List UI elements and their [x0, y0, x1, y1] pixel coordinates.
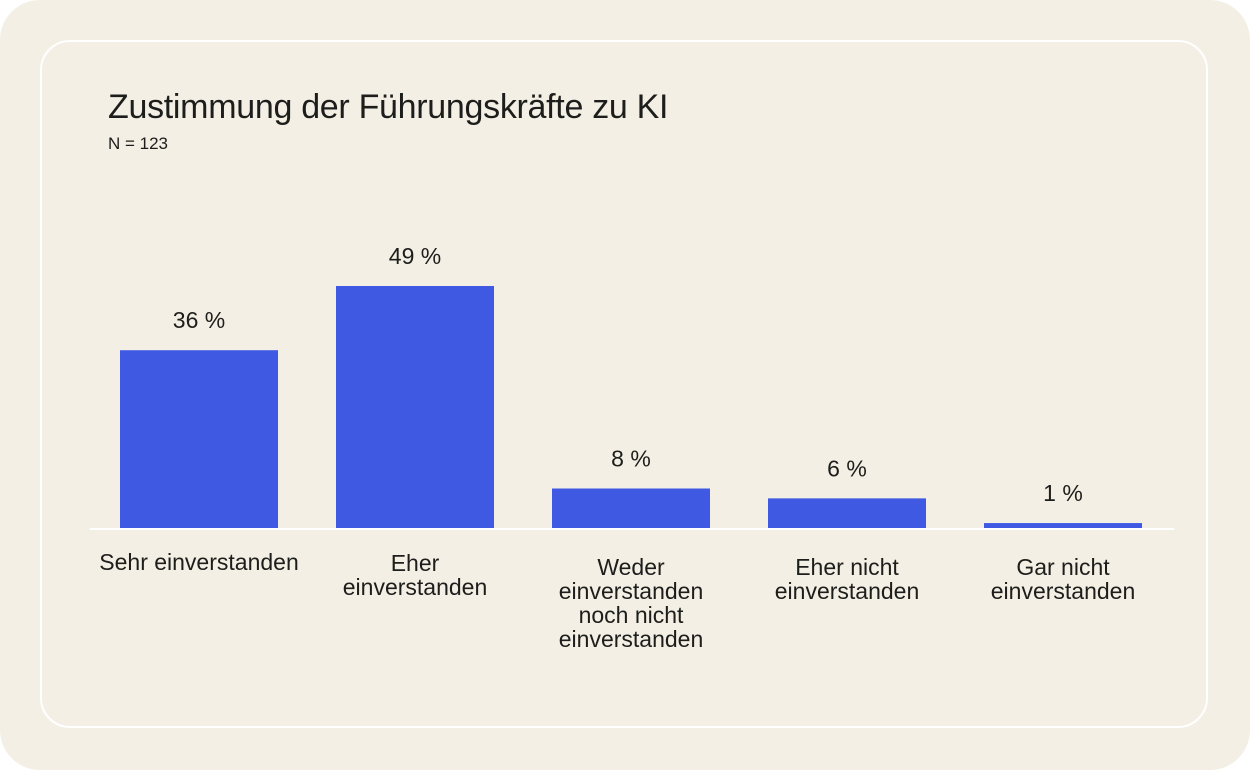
category-label-4: Eher nicht einverstanden: [774, 554, 920, 604]
category-label-1: Sehr einverstanden: [99, 549, 299, 575]
chart-title: Zustimmung der Führungskräfte zu KI: [108, 88, 669, 126]
bar-4: [768, 498, 926, 528]
value-label-3: 8 %: [611, 445, 651, 471]
chart-card: [40, 40, 1208, 728]
bar-3: [552, 488, 710, 528]
bar-1: [120, 350, 278, 528]
bar-2: [336, 286, 494, 528]
value-label-1: 36 %: [173, 307, 225, 333]
category-label-3: Weder einverstanden noch nicht einverstande…: [558, 554, 704, 652]
value-label-4: 6 %: [827, 455, 867, 481]
bar-5: [984, 523, 1142, 528]
category-label-5: Gar nicht einverstanden: [990, 554, 1136, 604]
value-label-5: 1 %: [1043, 480, 1083, 506]
category-label-2: Eher einverstanden: [342, 550, 488, 600]
chart-subtitle: N = 123: [108, 134, 169, 153]
value-label-2: 49 %: [389, 243, 441, 269]
